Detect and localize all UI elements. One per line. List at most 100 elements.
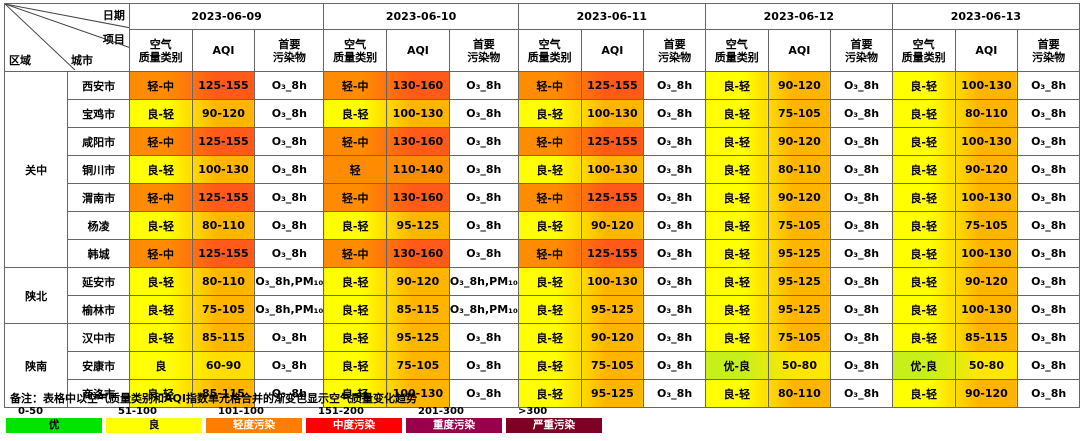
primary-pollutant-cell: O₃_8h [1017, 155, 1080, 184]
quality-category-cell: 良-轻 [891, 323, 956, 352]
table-row: 韩城 轻-中 125-155 O₃_8h 轻-中 130-160 O₃_8h 轻-中 125-1… [5, 239, 1080, 268]
col-header-pollutant: 首要 污染物 [830, 29, 893, 72]
primary-pollutant-cell: O₃_8h [643, 71, 706, 100]
col-header-quality-line1: 空气 [725, 37, 748, 51]
date-header: 2023-06-09 [128, 3, 325, 30]
quality-category-cell: 良-轻 [323, 379, 388, 408]
table-row: 陕北 延安市 良-轻 80-110 O₃_8h,PM₁₀ 良-轻 90-120 O₃_8h,P… [3, 267, 1080, 324]
aqi-value-cell: 75-105 [580, 351, 645, 380]
legend-color-bar: 优良轻度污染 中度污染 重度污染 严重污染 [4, 418, 1076, 435]
region-cell: 陕南 [3, 323, 69, 408]
quality-category-cell: 良-轻 [704, 183, 769, 212]
legend-range-label: >300 [518, 406, 548, 417]
primary-pollutant-cell: O₃_8h [1017, 351, 1080, 380]
aqi-value-cell: 125-155 [191, 183, 256, 212]
quality-category-cell: 良-轻 [128, 155, 193, 184]
quality-category-cell: 良-轻 [704, 239, 769, 268]
col-header-quality-line2: 质量类别 [138, 50, 183, 64]
primary-pollutant-cell: O₃_8h [643, 351, 706, 380]
aqi-value-cell: 95-125 [386, 211, 450, 240]
aqi-value-cell: 125-155 [191, 239, 256, 268]
legend-swatch: 轻度污染 [206, 418, 302, 433]
quality-category-cell: 良-轻 [704, 267, 769, 296]
date-header: 2023-06-13 [891, 3, 1080, 30]
quality-category-cell: 轻-中 [128, 183, 193, 212]
aqi-value-cell: 130-160 [386, 127, 450, 156]
legend-swatch: 优 [6, 418, 102, 433]
quality-category-cell: 良-轻 [323, 99, 388, 128]
primary-pollutant-cell: O₃_8h [448, 323, 519, 352]
col-header-aqi: AQI [954, 29, 1019, 72]
aqi-value-cell: 80-110 [191, 267, 256, 296]
col-header-quality: 空气 质量类别 [704, 29, 769, 72]
table-row: 关中 西安市 轻-中 125-155 O₃_8h 轻-中 130-160 O₃_8h 轻-中 12… [3, 71, 1080, 268]
primary-pollutant-cell: O₃_8h,PM₁₀ [448, 295, 519, 324]
aqi-value-cell: 80-110 [191, 211, 256, 240]
city-cell: 榆林市 [67, 295, 130, 324]
quality-category-cell: 良-轻 [323, 323, 388, 352]
primary-pollutant-cell: O₃_8h [1017, 183, 1080, 212]
corner-label-item: 项目 [102, 33, 125, 46]
aqi-value-cell: 85-115 [386, 295, 450, 324]
aqi-value-cell: 130-160 [386, 71, 450, 100]
primary-pollutant-cell: O₃_8h [254, 239, 325, 268]
primary-pollutant-cell: O₃_8h [1017, 211, 1080, 240]
quality-category-cell: 良-轻 [323, 267, 388, 296]
aqi-value-cell: 80-110 [767, 155, 832, 184]
quality-category-cell: 良-轻 [891, 155, 956, 184]
aqi-value-cell: 80-110 [954, 99, 1019, 128]
aqi-value-cell: 125-155 [580, 239, 645, 268]
col-header-pollutant-line1: 首要 [663, 37, 686, 51]
aqi-value-cell: 125-155 [191, 71, 256, 100]
aqi-value-cell: 85-115 [191, 323, 256, 352]
primary-pollutant-cell: O₃_8h [448, 155, 519, 184]
primary-pollutant-cell: O₃_8h [448, 351, 519, 380]
primary-pollutant-cell: O₃_8h [1017, 295, 1080, 324]
primary-pollutant-cell: O₃_8h [448, 183, 519, 212]
col-header-quality-line1: 空气 [344, 37, 367, 51]
quality-category-cell: 良-轻 [128, 295, 193, 324]
primary-pollutant-cell: O₃_8h [830, 183, 893, 212]
primary-pollutant-cell: O₃_8h [1017, 323, 1080, 352]
aqi-value-cell: 95-125 [580, 379, 645, 408]
col-header-aqi: AQI [580, 29, 645, 72]
col-header-pollutant-line1: 首要 [278, 37, 301, 51]
aqi-value-cell: 100-130 [580, 267, 645, 296]
primary-pollutant-cell: O₃_8h [830, 379, 893, 408]
city-cell: 韩城 [67, 239, 130, 268]
quality-category-cell: 良-轻 [704, 99, 769, 128]
quality-category-cell: 轻-中 [128, 239, 193, 268]
table-row: 渭南市 轻-中 125-155 O₃_8h 轻-中 130-160 O₃_8h 轻-中 125-… [5, 183, 1080, 212]
quality-category-cell: 良-轻 [891, 239, 956, 268]
aqi-value-cell: 85-115 [191, 379, 256, 408]
col-header-quality: 空气 质量类别 [891, 29, 956, 72]
table-row: 陕南 汉中市 良-轻 85-115 O₃_8h 良-轻 95-125 O₃_8h 良-轻 90-1… [3, 323, 1080, 408]
aqi-value-cell: 95-125 [767, 239, 832, 268]
table-row: 杨凌 良-轻 80-110 O₃_8h 良-轻 95-125 O₃_8h 良-轻 90-120 O… [5, 211, 1080, 240]
primary-pollutant-cell: O₃_8h [254, 155, 325, 184]
col-header-quality-line2: 质量类别 [333, 50, 378, 64]
quality-category-cell: 良-轻 [891, 211, 956, 240]
aqi-value-cell: 75-105 [954, 211, 1019, 240]
primary-pollutant-cell: O₃_8h [643, 267, 706, 296]
quality-category-cell: 良-轻 [704, 155, 769, 184]
aqi-value-cell: 90-120 [954, 155, 1019, 184]
aqi-value-cell: 90-120 [954, 379, 1019, 408]
quality-category-cell: 轻-中 [323, 71, 388, 100]
aqi-value-cell: 100-130 [954, 295, 1019, 324]
quality-category-cell: 良-轻 [891, 183, 956, 212]
col-header-pollutant: 首要 污染物 [1017, 29, 1080, 72]
quality-category-cell: 轻-中 [517, 127, 582, 156]
quality-category-cell: 优-良 [704, 351, 769, 380]
legend-range-label: 0-50 [18, 406, 44, 417]
aqi-value-cell: 90-120 [767, 71, 832, 100]
aqi-value-cell: 50-80 [767, 351, 832, 380]
aqi-value-cell: 90-120 [580, 211, 645, 240]
quality-category-cell: 良-轻 [517, 211, 582, 240]
quality-category-cell: 良-轻 [128, 379, 193, 408]
primary-pollutant-cell: O₃_8h [830, 71, 893, 100]
city-cell: 汉中市 [67, 323, 130, 352]
aqi-value-cell: 100-130 [580, 155, 645, 184]
quality-category-cell: 轻 [323, 155, 388, 184]
aqi-value-cell: 100-130 [191, 155, 256, 184]
